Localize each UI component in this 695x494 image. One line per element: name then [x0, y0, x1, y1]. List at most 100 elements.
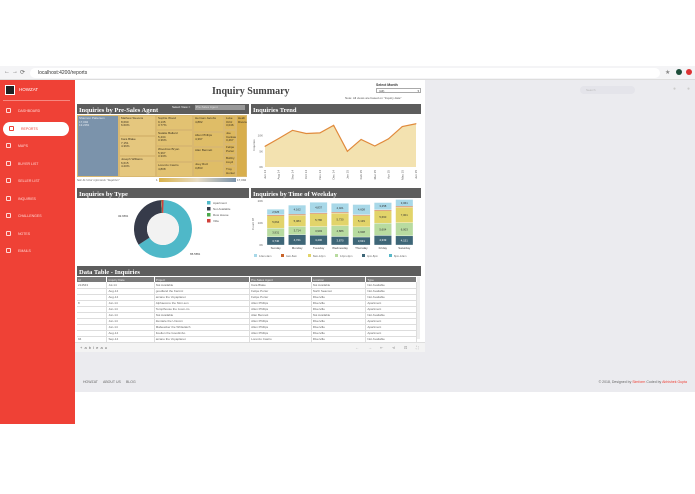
table-row[interactable]: 8 Jun-14 Alphaocore the Nimi-son Allen Phil…	[77, 300, 417, 307]
column-header[interactable]: Project	[154, 277, 251, 282]
bar-segment	[395, 206, 414, 208]
table-scrollbar[interactable]	[417, 277, 420, 339]
table-cell: Not Available	[365, 288, 417, 295]
treemap-tile[interactable]: Sophie Wood 9,135 3.77%	[156, 115, 193, 130]
coder-link[interactable]: Abhishek Gupta	[662, 380, 687, 384]
table-cell: Jun-14	[106, 312, 155, 319]
treemap-tile[interactable]: Luke Ortiz 3,046	[224, 115, 236, 130]
treemap-tile[interactable]: Joseph Williams 6,615 4.20%	[119, 156, 156, 177]
table-row[interactable]: Jun-14 Not Available Alan Bennett Not Avail…	[77, 312, 417, 319]
table-row[interactable]: Aug-14 goodland the Karmic Felipe Porter No…	[77, 288, 417, 295]
table-row[interactable]: 94 Sep-14 arcane the Voyaplanet Lorenzo Cas…	[77, 336, 417, 343]
inquiries-table: Id Inquiry Date Project Pre-Sales Agent Loca…	[77, 277, 417, 343]
y-tick-label: 5K	[259, 149, 263, 153]
designer-link[interactable]: Simform	[632, 380, 646, 384]
download-icon[interactable]: ⊡	[404, 345, 408, 350]
forward-icon[interactable]: →	[12, 69, 18, 75]
legend-swatch	[207, 201, 211, 205]
bar-value-label: 4,162	[294, 208, 301, 212]
revert-icon[interactable]: ⇤	[380, 345, 384, 350]
table-row[interactable]: Jun-14 Templhouse the zoom-iro Allen Phill…	[77, 306, 417, 313]
table-cell: Apartment	[365, 300, 417, 307]
treemap-tile[interactable]: Troy Hunter	[224, 166, 236, 177]
star-icon[interactable]: ★	[665, 70, 671, 76]
month-select[interactable]: (All) ▾	[376, 88, 421, 93]
brand-name: HOWZAT	[19, 87, 39, 92]
treemap-tile[interactable]: Lorenzo Castro 4,808	[156, 162, 193, 177]
treemap-tile[interactable]: Alan Bennett	[193, 147, 224, 161]
notification-icon[interactable]: ●	[673, 86, 677, 92]
sidebar-item-emails[interactable]: EMAILS	[0, 244, 75, 258]
table-row[interactable]: 214543 Jul-14 Not Available Kara Blake Not A…	[77, 282, 417, 289]
table-row[interactable]: Jun-14 Zentarie the Unicorn Allen Phillips…	[77, 318, 417, 325]
treemap-tile[interactable]: Woodrow Bryan 5,367 3.33%	[156, 146, 193, 162]
weekday-bar-chart[interactable]: 0K 10K 20K Count Of 3,740 3,931 5,664 2,525 Sund…	[251, 199, 421, 261]
treemap-tile[interactable]: Bobby Lloyd	[224, 155, 236, 166]
avatar[interactable]	[676, 69, 682, 75]
tile-value: 5,434	[158, 134, 166, 139]
bar-value-label: 3,258	[379, 204, 386, 208]
column-header[interactable]: Type	[365, 277, 417, 282]
notes-icon	[6, 230, 11, 236]
footer-link-about[interactable]: ABOUT US	[103, 380, 121, 384]
x-tick-label: Jun 14	[263, 170, 267, 179]
footer-link-howzat[interactable]: HOWZAT	[83, 380, 98, 384]
sidebar-item-challenges[interactable]: CHALLENGES	[0, 209, 75, 223]
table-cell	[77, 330, 108, 337]
footer-link-blog[interactable]: BLOG	[126, 380, 136, 384]
column-header[interactable]: Inquiry Date	[106, 277, 155, 282]
treemap-tile[interactable]: Joey Ruiz 3,893	[193, 161, 224, 177]
table-row[interactable]: Jun-14 Mabeacker the Whitelatch Allen Phil…	[77, 324, 417, 331]
redo-icon[interactable]: →	[368, 345, 372, 350]
column-header[interactable]: Id	[77, 277, 108, 282]
search-input[interactable]: Search	[580, 86, 635, 94]
table-cell: Apartment	[365, 318, 417, 325]
tile-name: Alan Bennett	[195, 148, 213, 152]
table-cell	[77, 318, 108, 325]
undo-icon[interactable]: ←	[355, 345, 359, 350]
user-icon[interactable]: ●	[687, 86, 691, 92]
url-bar[interactable]: localhost:4200/reports	[30, 68, 660, 78]
table-row[interactable]: Aug-14 Foellen the Goodimbo Allen Phillips…	[77, 330, 417, 337]
treemap-tile[interactable]: Kara Blake 7,151 4.36%	[119, 136, 156, 156]
table-cell: Apartment	[365, 306, 417, 313]
treemap-tile[interactable]: Herman Jacobs 4,882	[193, 115, 224, 132]
legend-swatch	[207, 213, 211, 217]
sidebar-item-seller-list[interactable]: SELLER LIST	[0, 174, 75, 188]
type-donut-chart[interactable]: 65.58% 32.96% Apartment Not Available Row Ho…	[77, 199, 249, 261]
y-tick-label: 10K	[258, 221, 263, 225]
treemap-tile[interactable]: Heidi Rivera	[236, 115, 247, 177]
x-tick-label: Saturday	[398, 246, 411, 250]
treemap-tile[interactable]: Natalie Ballard 5,434 3.36%	[156, 130, 193, 146]
sidebar-item-reports[interactable]: REPORTS	[3, 121, 69, 136]
table-cell: 8	[77, 300, 108, 307]
sidebar-item-notes[interactable]: NOTES	[0, 227, 75, 241]
table-row[interactable]: Aug-14 arcane the Voyaplanet Felipe Porter…	[77, 294, 417, 301]
reload-icon[interactable]: ⟳	[20, 70, 26, 76]
tableau-logo[interactable]: + a b l e a u	[80, 345, 108, 350]
treemap-tile[interactable]: Shannon Patterson 17,092 13.20%	[77, 115, 119, 177]
dashboard-icon	[6, 108, 11, 113]
extension-icon[interactable]	[686, 69, 692, 75]
column-header[interactable]: Pre-Sales Agent	[249, 277, 312, 282]
column-header[interactable]: Location	[311, 277, 367, 282]
treemap-tile[interactable]: Mathew Stevens 8,690 6.60%	[119, 115, 156, 136]
select-view-dropdown[interactable]: Pre-Sales Agent	[195, 105, 245, 110]
tile-name: Natalie Ballard	[158, 131, 178, 135]
treemap-tile[interactable]: Allen Phillips 4,397	[193, 132, 224, 147]
agent-treemap[interactable]: Shannon Patterson 17,092 13.20% Mathew Stev…	[77, 115, 247, 177]
sidebar-item-maps[interactable]: MAPS	[0, 139, 75, 153]
sidebar-item-buyer-list[interactable]: BUYER LIST	[0, 157, 75, 171]
slice-label: 32.96%	[118, 214, 129, 218]
back-icon[interactable]: ←	[4, 69, 10, 75]
treemap-tile[interactable]: Felipe Porter	[224, 144, 236, 155]
share-icon[interactable]: ⋖	[392, 345, 396, 350]
sidebar-item-dashboard[interactable]: DASHBOARD	[0, 104, 75, 118]
legend-label: 12pm-4pm	[340, 254, 352, 258]
sidebar-item-label: DASHBOARD	[18, 109, 41, 113]
weekday-title: Inquiries by Time of Weekday	[253, 191, 337, 198]
fullscreen-icon[interactable]: ⛶	[416, 345, 419, 350]
sidebar-item-inquiries[interactable]: INQUIRIES	[0, 192, 75, 206]
treemap-tile[interactable]: Joe Cantwell 3,467	[224, 130, 238, 144]
